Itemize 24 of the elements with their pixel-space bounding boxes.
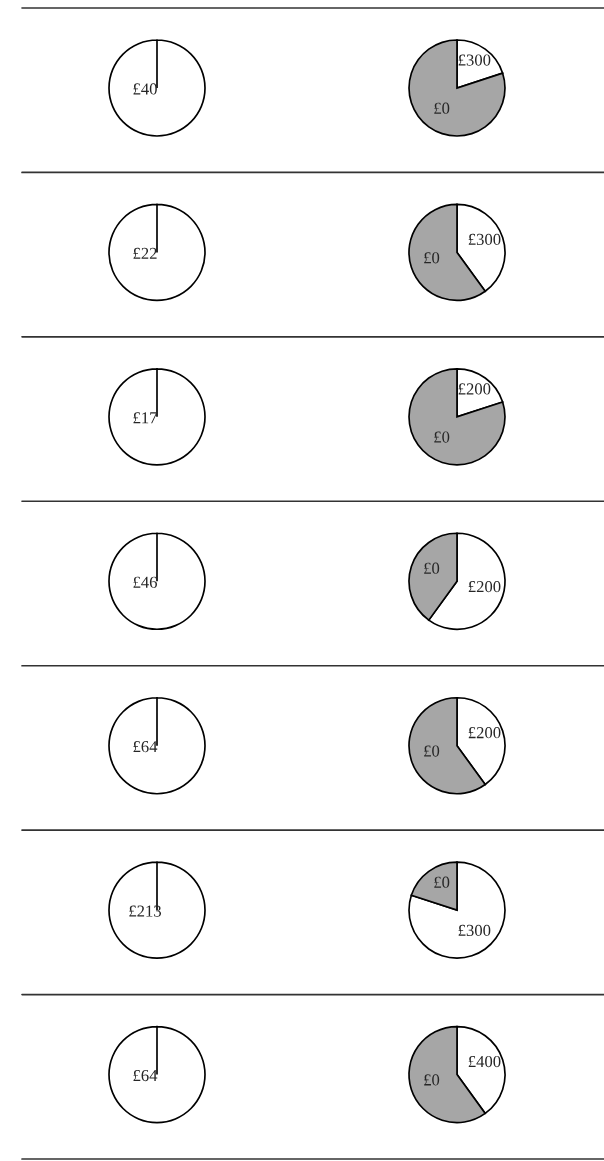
pie-slice	[408, 39, 506, 137]
slice-label: £0	[424, 252, 440, 264]
slice-label: £200	[468, 581, 501, 593]
slice-label: £64	[133, 741, 158, 753]
slice-label: £0	[434, 431, 450, 443]
slice-label: £46	[133, 576, 157, 588]
pie-slice	[408, 861, 506, 959]
slice-label: £22	[133, 247, 157, 259]
slice-label: £0	[424, 562, 440, 574]
slice-label: £200	[458, 383, 491, 395]
slice-label: £17	[133, 412, 158, 424]
slice-label: £0	[434, 876, 450, 888]
slice-label: £0	[434, 102, 450, 114]
slice-label: £300	[458, 54, 491, 66]
slice-label: £0	[424, 1074, 440, 1086]
slice-label: £300	[468, 233, 501, 245]
slice-label: £64	[133, 1069, 158, 1082]
slice-label: £40	[133, 83, 157, 95]
slice-label: £300	[458, 924, 491, 936]
slice-label: £0	[424, 745, 440, 757]
slice-label: £200	[468, 727, 501, 739]
slice-label: £400	[468, 1055, 501, 1068]
slice-label: £213	[129, 905, 162, 917]
pie-slice	[408, 368, 506, 466]
